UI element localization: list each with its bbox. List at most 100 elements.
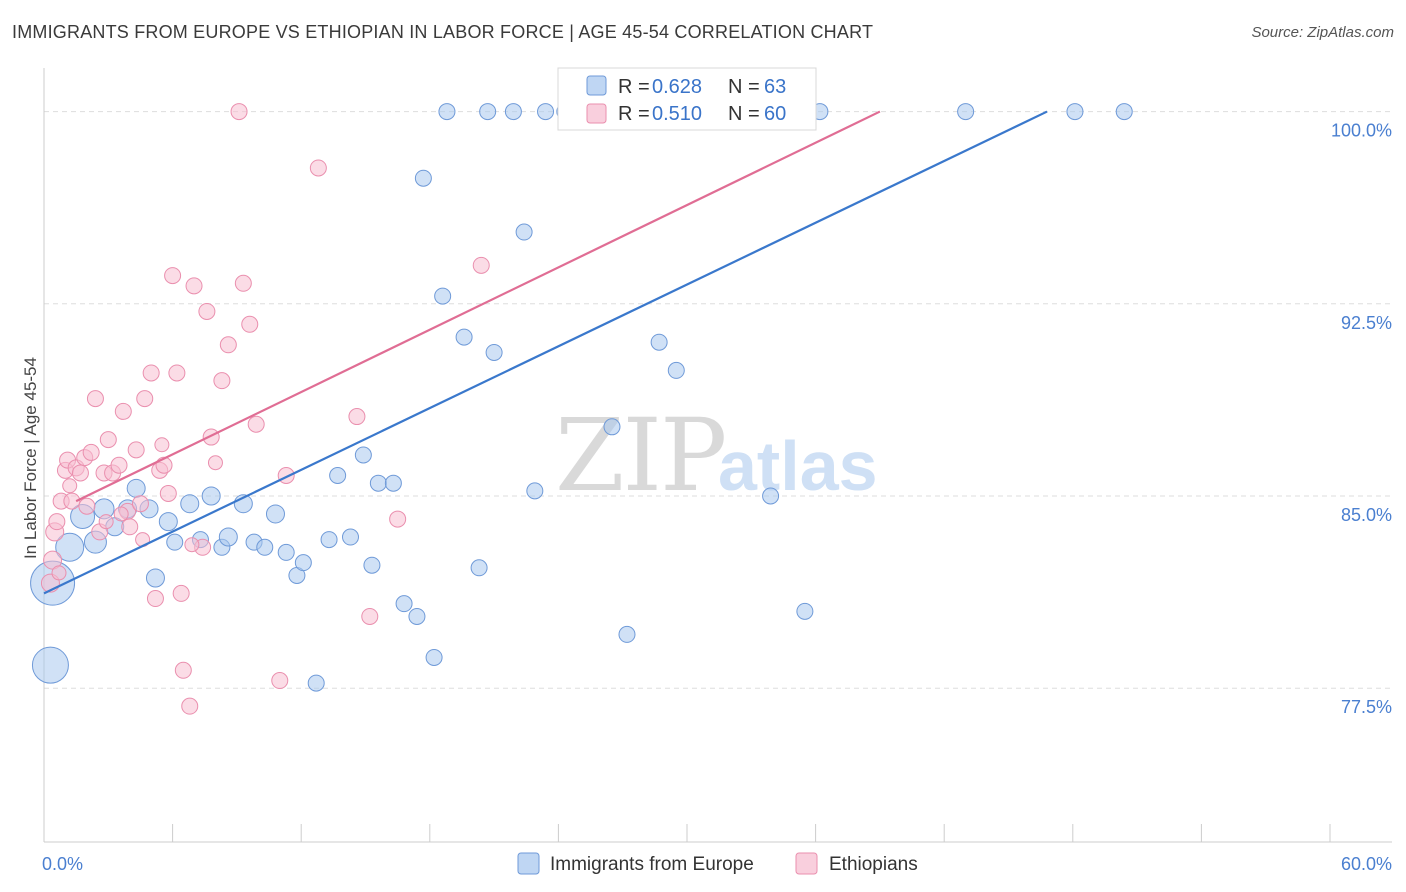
europe-point-43 bbox=[504, 103, 522, 121]
europe-point-36 bbox=[425, 648, 443, 666]
chart-title: IMMIGRANTS FROM EUROPE VS ETHIOPIAN IN L… bbox=[12, 22, 874, 42]
ethiopian-point-48 bbox=[348, 408, 366, 426]
europe-point-31 bbox=[369, 474, 387, 492]
y-tick-label-2: 85.0% bbox=[1341, 505, 1392, 525]
y-tick-label-3: 77.5% bbox=[1341, 697, 1392, 717]
axes bbox=[43, 68, 1392, 843]
ethiopian-point-38 bbox=[202, 428, 220, 446]
legend-swatch-ethiopian bbox=[586, 103, 607, 124]
europe-point-61 bbox=[1066, 103, 1084, 121]
europe-point-41 bbox=[479, 103, 497, 121]
x-tick-label-0: 0.0% bbox=[42, 854, 83, 874]
europe-point-27 bbox=[329, 467, 347, 485]
ethiopian-point-32 bbox=[172, 584, 190, 602]
y-tick-labels: 100.0% 92.5% 85.0% 77.5% bbox=[1331, 121, 1392, 718]
ethiopian-point-21 bbox=[121, 518, 139, 536]
europe-point-45 bbox=[526, 482, 544, 500]
europe-point-32 bbox=[384, 474, 402, 492]
legend-r-label-europe: R = bbox=[618, 76, 650, 98]
europe-point-60 bbox=[957, 103, 975, 121]
ethiopian-point-33 bbox=[174, 661, 192, 679]
ethiopian-point-24 bbox=[136, 390, 154, 408]
ethiopian-point-9 bbox=[71, 464, 89, 482]
europe-point-2 bbox=[55, 532, 85, 562]
legend-n-value-europe: 63 bbox=[764, 76, 786, 98]
europe-point-8 bbox=[126, 478, 146, 498]
europe-point-34 bbox=[408, 607, 426, 625]
x-tick-label-1: 60.0% bbox=[1341, 854, 1392, 874]
legend-r-label-ethiopian: R = bbox=[618, 103, 650, 125]
europe-point-33 bbox=[395, 595, 413, 613]
europe-point-58 bbox=[796, 602, 814, 620]
legend-r-value-europe: 0.628 bbox=[652, 76, 702, 98]
europe-point-13 bbox=[180, 494, 200, 514]
ethiopian-point-41 bbox=[230, 103, 248, 121]
europe-point-35 bbox=[414, 169, 432, 187]
legend-n-label-europe: N = bbox=[728, 76, 760, 98]
ethiopian-point-52 bbox=[113, 506, 129, 522]
ethiopian-point-39 bbox=[213, 372, 231, 390]
europe-point-11 bbox=[158, 512, 178, 532]
ethiopian-point-22 bbox=[127, 441, 145, 459]
series-legend: Immigrants from Europe Ethiopians bbox=[517, 852, 918, 875]
europe-point-17 bbox=[218, 527, 238, 547]
watermark-atlas: atlas bbox=[718, 427, 878, 505]
stats-legend: R = 0.628 N = 63 R = 0.510 N = 60 bbox=[557, 67, 817, 131]
ethiopian-point-25 bbox=[142, 364, 160, 382]
ethiopian-point-19 bbox=[114, 402, 132, 420]
europe-point-40 bbox=[470, 559, 488, 577]
ethiopian-point-31 bbox=[168, 364, 186, 382]
source-attribution: Source: ZipAtlas.com bbox=[1251, 24, 1394, 41]
ethiopian-point-51 bbox=[472, 256, 490, 274]
bottom-legend-label-ethiopian: Ethiopians bbox=[829, 854, 918, 875]
ethiopian-point-3 bbox=[48, 513, 66, 531]
ethiopian-point-50 bbox=[389, 510, 407, 528]
watermark-zip: ZIP bbox=[555, 397, 725, 514]
ethiopian-point-30 bbox=[164, 267, 182, 285]
europe-point-22 bbox=[277, 543, 295, 561]
europe-point-28 bbox=[341, 528, 359, 546]
ethiopian-trend-line bbox=[75, 110, 881, 503]
europe-point-46 bbox=[537, 103, 555, 121]
ethiopian-point-42 bbox=[234, 274, 252, 292]
europe-point-57 bbox=[762, 487, 780, 505]
europe-point-12 bbox=[166, 533, 184, 551]
ethiopian-point-35 bbox=[185, 277, 203, 295]
europe-points bbox=[30, 103, 1133, 692]
legend-r-value-ethiopian: 0.510 bbox=[652, 103, 702, 125]
europe-point-54 bbox=[667, 361, 685, 379]
ethiopian-point-18 bbox=[110, 456, 128, 474]
europe-point-20 bbox=[256, 538, 274, 556]
y-tick-label-1: 92.5% bbox=[1341, 313, 1392, 333]
ethiopian-point-7 bbox=[63, 492, 81, 510]
ethiopian-point-43 bbox=[241, 315, 259, 333]
ethiopian-point-53 bbox=[98, 514, 114, 530]
europe-point-1 bbox=[31, 646, 69, 684]
ethiopian-point-55 bbox=[62, 478, 78, 494]
ethiopian-point-45 bbox=[271, 672, 289, 690]
europe-point-30 bbox=[363, 556, 381, 574]
ethiopian-point-49 bbox=[361, 607, 379, 625]
legend-swatch-europe bbox=[586, 75, 607, 96]
x-tick-labels: 0.0% 60.0% bbox=[42, 854, 1392, 874]
europe-trend-line bbox=[43, 110, 1048, 595]
europe-point-38 bbox=[438, 103, 456, 121]
ethiopian-point-13 bbox=[86, 390, 104, 408]
europe-point-50 bbox=[603, 418, 621, 436]
europe-point-26 bbox=[320, 531, 338, 549]
europe-point-51 bbox=[618, 625, 636, 643]
ethiopian-point-12 bbox=[82, 443, 100, 461]
europe-point-25 bbox=[307, 674, 325, 692]
europe-point-39 bbox=[455, 328, 473, 346]
ethiopian-point-40 bbox=[219, 336, 237, 354]
ethiopian-point-44 bbox=[247, 415, 265, 433]
ethiopian-points bbox=[40, 103, 490, 715]
europe-point-29 bbox=[354, 446, 372, 464]
ethiopian-point-47 bbox=[309, 159, 327, 177]
trend-lines bbox=[43, 110, 1048, 595]
ethiopian-point-37 bbox=[198, 302, 216, 320]
ethiopian-point-56 bbox=[184, 537, 200, 553]
europe-point-53 bbox=[650, 333, 668, 351]
legend-n-value-ethiopian: 60 bbox=[764, 103, 786, 125]
